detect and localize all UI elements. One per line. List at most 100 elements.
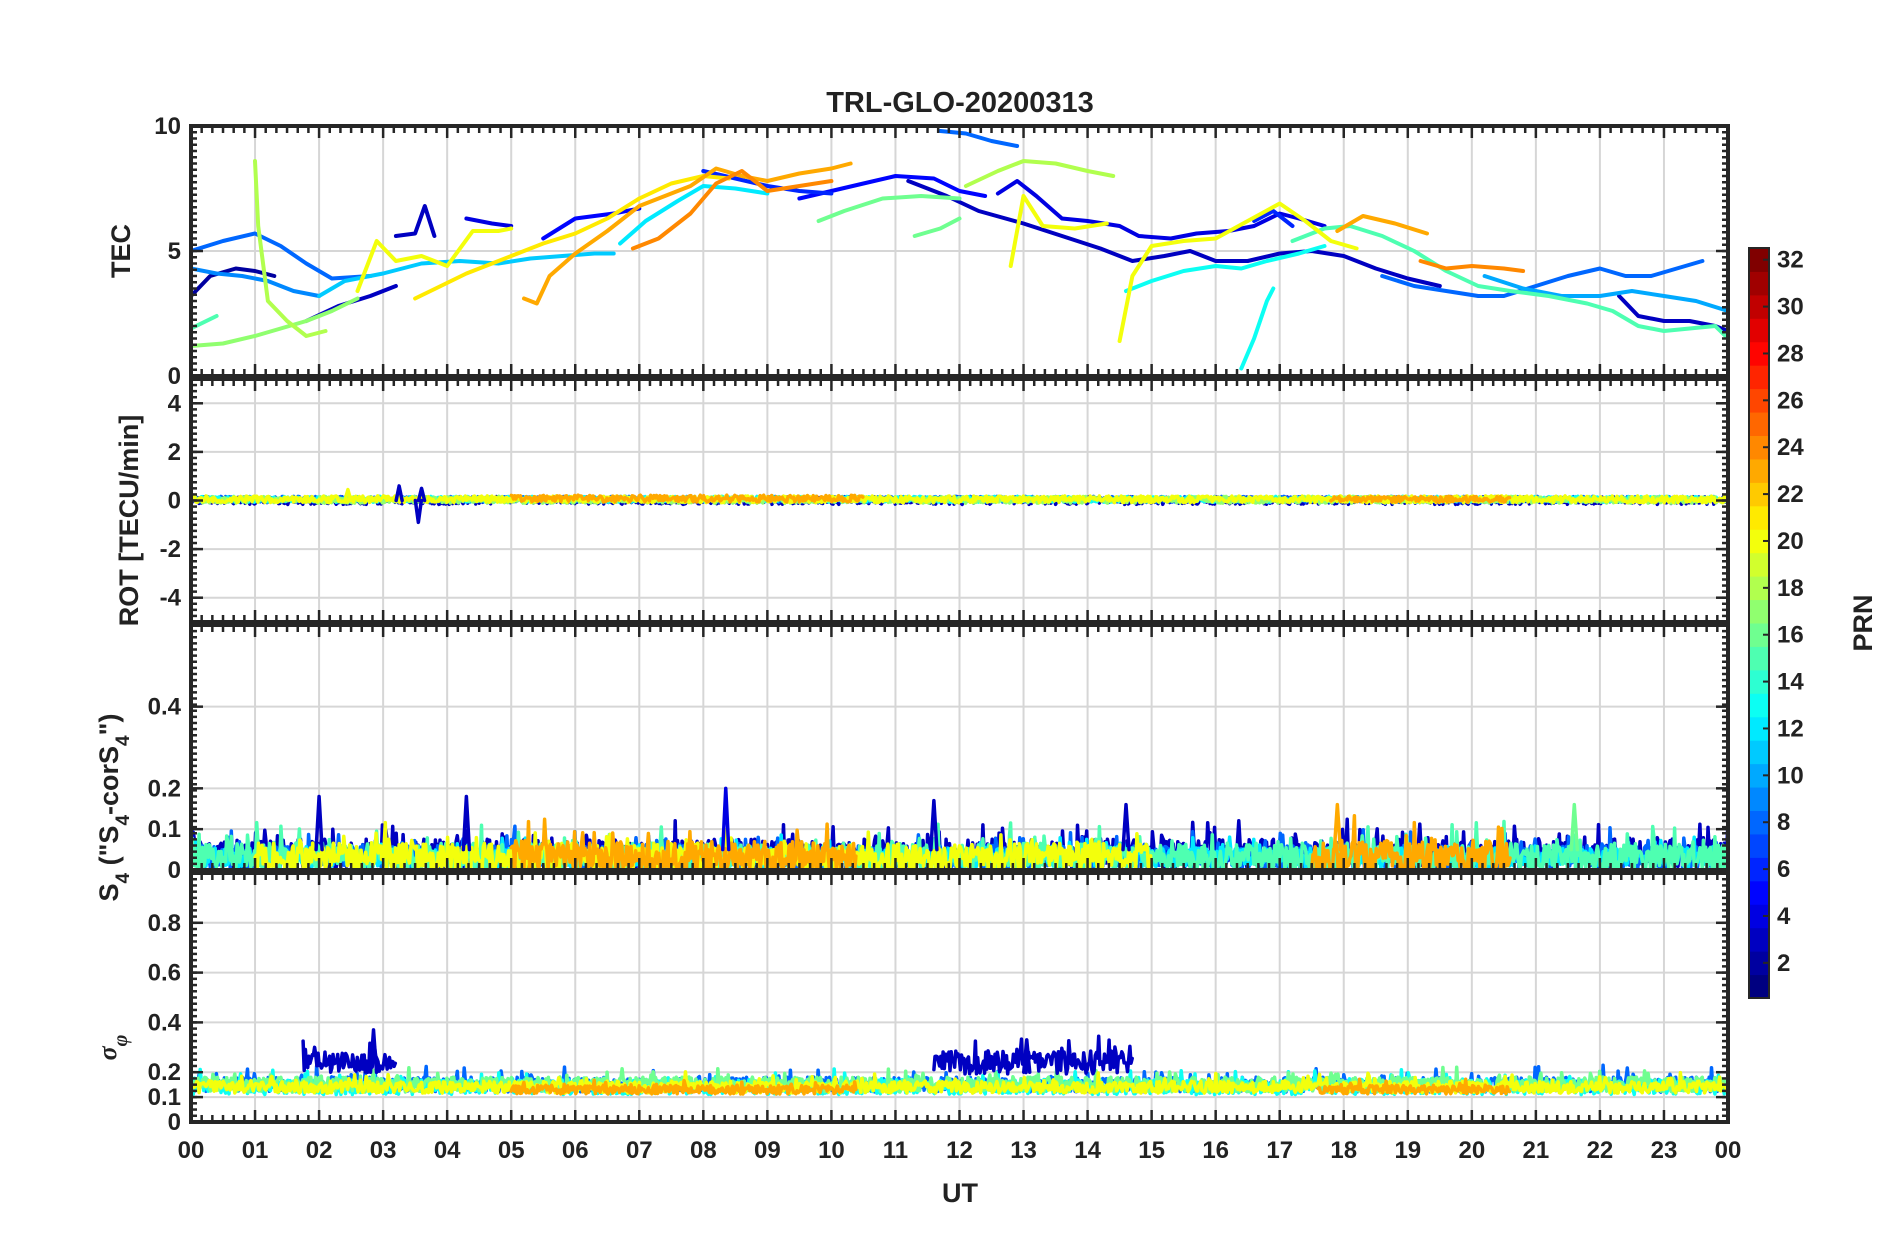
colorbar-swatch-prn-3: [1749, 927, 1769, 952]
y-tick-label: 2: [168, 439, 181, 466]
x-tick-label: 22: [1587, 1137, 1614, 1164]
rot-trace-prn-23: [1329, 494, 1512, 504]
colorbar-tick-label: 10: [1777, 762, 1804, 789]
y-tick-label: 0.1: [148, 1084, 181, 1111]
colorbar-tick-label: 30: [1777, 294, 1804, 321]
rot-spike-prn-20: [343, 487, 353, 503]
tec-line-prn-13: [1239, 286, 1276, 371]
s4-spike-prn-3: [929, 798, 939, 852]
x-tick-label: 13: [1010, 1137, 1037, 1164]
x-tick-label: 12: [946, 1137, 973, 1164]
colorbar-frame: [1748, 247, 1770, 999]
y-tick-label: 0.1: [148, 816, 181, 843]
colorbar-tick-label: 20: [1777, 528, 1804, 555]
colorbar-tick-label: 6: [1777, 856, 1790, 883]
grid-s4: [191, 625, 1728, 870]
tec-line-prn-20: [355, 226, 514, 293]
tec-line-prn-18: [253, 159, 328, 338]
panel-rot: -4 -2 0 2 4 ROT [TECU/min]: [114, 377, 1730, 626]
y-tick-label: 4: [168, 390, 182, 417]
ticks-rot: [189, 377, 1730, 624]
colorbar-swatch-prn-21: [1749, 505, 1769, 530]
colorbar-swatch-prn-18: [1749, 576, 1769, 601]
colorbar-swatch-prn-24: [1749, 435, 1769, 460]
y-tick-label: 0: [168, 488, 181, 515]
sigma_phi-trace-prn-3: [301, 1039, 398, 1075]
y-tick-label: 0.8: [148, 910, 181, 937]
colorbar-swatch-prn-32: [1749, 248, 1769, 272]
series-tec: [191, 129, 1728, 371]
y-tick-label: 0.4: [148, 694, 182, 721]
colorbar-swatch-prn-25: [1749, 412, 1769, 436]
rot-spike-prn-3: [394, 484, 404, 503]
tec-line-prn-16: [816, 194, 962, 223]
y-tick-label: 0.2: [148, 1059, 181, 1086]
y-tick-label: -2: [160, 536, 181, 563]
tec-line-prn-23: [522, 161, 853, 306]
y-tick-label: 0: [168, 363, 181, 390]
colorbar-swatch-prn-27: [1749, 365, 1769, 390]
colorbar-swatch-prn-20: [1749, 529, 1769, 554]
colorbar-swatch-prn-8: [1749, 810, 1769, 835]
x-tick-label: 04: [434, 1137, 461, 1164]
grid-tec: [191, 126, 1728, 376]
y-tick-label: 0.6: [148, 960, 181, 987]
tec-line-prn-23: [1335, 214, 1429, 236]
tec-line-prn-12: [618, 184, 770, 246]
ticks-s4: [189, 623, 1730, 872]
y-axis-title-rot: ROT [TECU/min]: [114, 415, 144, 626]
tec-line-prn-6: [701, 169, 834, 196]
colorbar-tick-label: 12: [1777, 715, 1804, 742]
y-axis-title-sigma: σφ: [93, 1035, 132, 1061]
colorbar-tick-label: 18: [1777, 575, 1804, 602]
tec-line-prn-15: [1290, 224, 1728, 341]
x-tick-label: 18: [1330, 1137, 1357, 1164]
colorbar-swatch-prn-11: [1749, 740, 1769, 765]
colorbar-swatch-prn-31: [1749, 271, 1769, 296]
colorbar-swatch-prn-28: [1749, 341, 1769, 366]
panel-tec: 0 5 10 TEC: [106, 113, 1730, 390]
colorbar-swatch-prn-17: [1749, 599, 1769, 624]
x-tick-label: 20: [1458, 1137, 1485, 1164]
x-tick-label: 00: [178, 1137, 205, 1164]
x-tick-label: 03: [370, 1137, 397, 1164]
y-axis-title-s4: S4 ("S4-corS4"): [94, 714, 134, 902]
x-tick-label: 23: [1651, 1137, 1678, 1164]
x-tick-label: 08: [690, 1137, 717, 1164]
tec-line-prn-8: [191, 231, 373, 281]
colorbar-tick-label: 24: [1777, 434, 1804, 461]
tec-line-prn-10: [1482, 274, 1728, 313]
colorbar-tick-label: 2: [1777, 950, 1790, 977]
y-tick-label: -4: [160, 585, 182, 612]
colorbar-tick-label: 14: [1777, 669, 1804, 696]
x-tick-label: 09: [754, 1137, 781, 1164]
x-tick-label: 05: [498, 1137, 525, 1164]
colorbar-swatch-prn-1: [1749, 974, 1769, 999]
colorbar-swatch-prn-2: [1749, 951, 1769, 976]
y-tick-label: 0.2: [148, 775, 181, 802]
tec-line-prn-8: [1380, 259, 1705, 298]
tec-line-prn-13: [1124, 244, 1327, 293]
x-tick-label: 02: [306, 1137, 333, 1164]
y-tick-label: 5: [168, 238, 181, 265]
colorbar-swatch-prn-14: [1749, 669, 1769, 694]
x-tick-label: 21: [1523, 1137, 1550, 1164]
x-tick-label: 16: [1202, 1137, 1229, 1164]
colorbar-tick-label: 26: [1777, 387, 1804, 414]
colorbar-title: PRN: [1848, 594, 1878, 651]
series-rot: [191, 484, 1728, 525]
colorbar-swatch-prn-15: [1749, 646, 1769, 671]
tec-line-prn-3: [393, 204, 437, 238]
tec-line-prn-4: [995, 179, 1327, 241]
y-axis-title-tec: TEC: [106, 224, 136, 278]
colorbar-swatch-prn-4: [1749, 904, 1769, 929]
colorbar-swatch-prn-9: [1749, 787, 1769, 811]
tec-line-prn-20: [1117, 201, 1359, 343]
tec-line-prn-9: [191, 266, 322, 298]
x-tick-label: 06: [562, 1137, 589, 1164]
sigma_phi-trace-prn-23: [509, 1078, 858, 1096]
colorbar-swatch-prn-29: [1749, 318, 1769, 343]
tec-line-prn-3: [906, 179, 1442, 288]
tec-line-prn-18: [963, 159, 1116, 188]
